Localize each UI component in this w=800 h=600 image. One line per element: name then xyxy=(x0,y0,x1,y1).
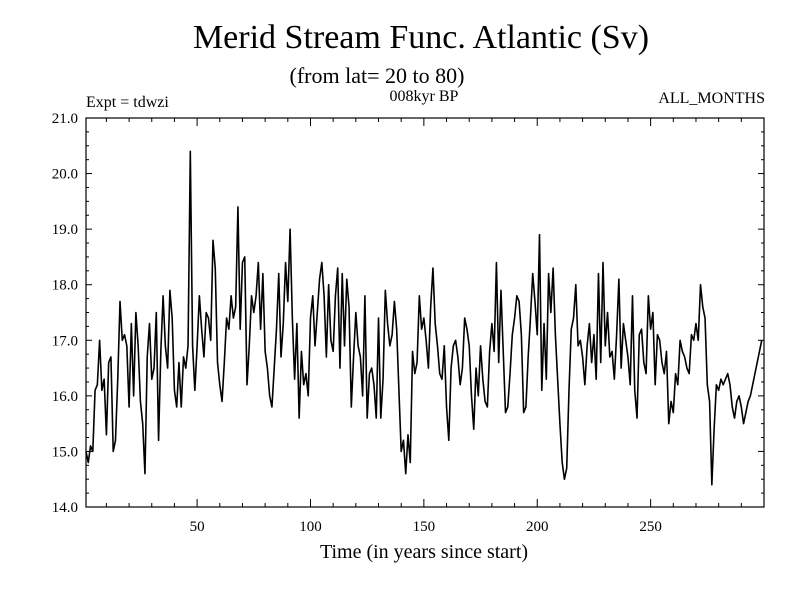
y-tick-label: 17.0 xyxy=(52,333,78,349)
x-tick-label: 150 xyxy=(413,519,436,535)
y-tick-label: 20.0 xyxy=(52,167,78,183)
experiment-label: Expt = tdwzi xyxy=(86,94,169,111)
y-tick-label: 21.0 xyxy=(52,111,78,127)
y-tick-label: 16.0 xyxy=(52,389,78,405)
x-tick-label: 250 xyxy=(639,519,662,535)
chart-title: Merid Stream Func. Atlantic (Sv) xyxy=(193,19,649,56)
series-layer xyxy=(85,150,763,486)
chart-subtitle: (from lat= 20 to 80) xyxy=(290,63,465,88)
period-label: 008kyr BP xyxy=(390,88,459,105)
x-tick-label: 50 xyxy=(190,519,205,535)
months-label: ALL_MONTHS xyxy=(658,90,765,107)
y-tick-label: 14.0 xyxy=(52,500,78,516)
y-tick-label: 18.0 xyxy=(52,278,78,294)
x-tick-label: 200 xyxy=(526,519,549,535)
y-tick-label: 19.0 xyxy=(52,222,78,238)
plot-frame xyxy=(85,117,765,508)
y-axis: 14.0 15.0 16.0 17.0 18.0 19.0 20.0 21.0 xyxy=(52,111,764,516)
x-axis: 50 100 150 200 250 xyxy=(105,118,742,535)
series-line xyxy=(85,150,763,486)
x-axis-label: Time (in years since start) xyxy=(320,541,528,563)
x-tick-label: 100 xyxy=(299,519,322,535)
y-tick-label: 15.0 xyxy=(52,444,78,460)
